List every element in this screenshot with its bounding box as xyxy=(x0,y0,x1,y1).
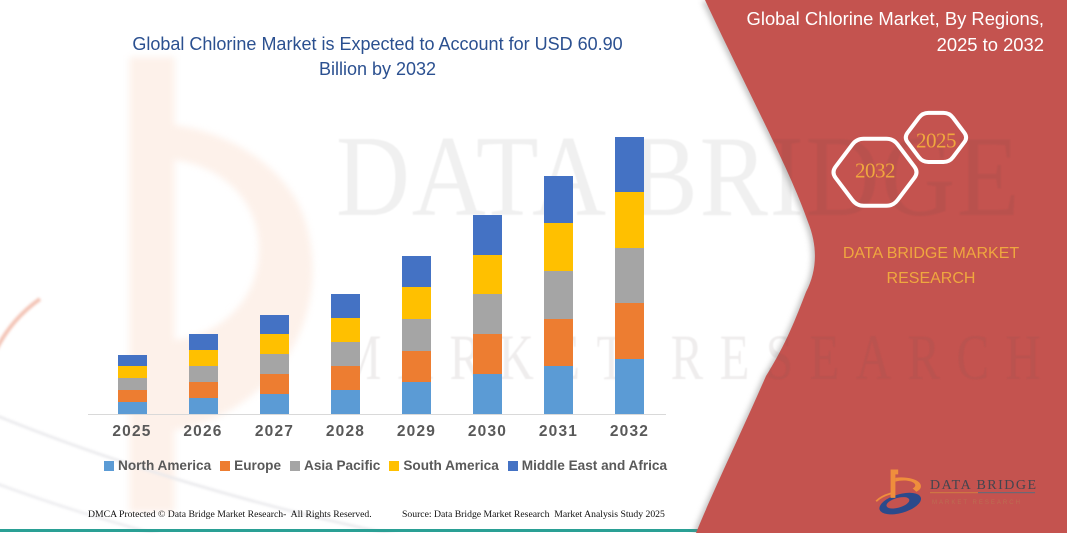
svg-text:MARKET RESEARCH: MARKET RESEARCH xyxy=(932,500,1022,506)
svg-text:2032: 2032 xyxy=(855,159,895,183)
svg-text:2025: 2025 xyxy=(916,129,956,153)
svg-text:DATA BRIDGE: DATA BRIDGE xyxy=(930,478,1038,493)
